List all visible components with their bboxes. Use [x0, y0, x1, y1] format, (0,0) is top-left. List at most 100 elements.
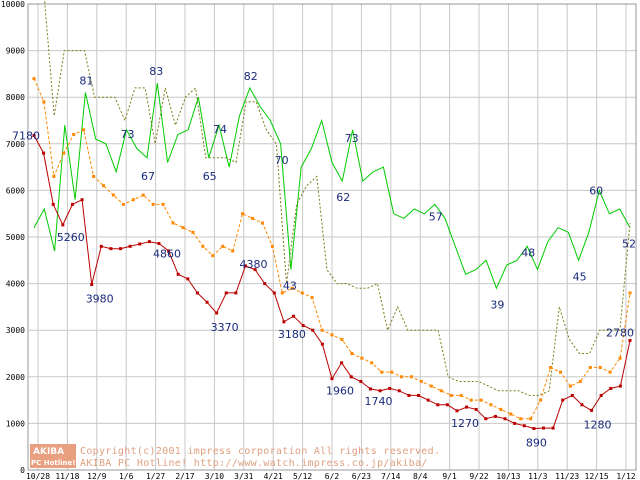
data-label: 70 — [275, 154, 289, 167]
data-label: 7180 — [12, 129, 40, 142]
data-label: 73 — [121, 128, 135, 141]
series-2-marker — [32, 77, 36, 81]
series-2-marker — [330, 333, 334, 337]
series-2-marker — [509, 412, 513, 416]
series-3-marker — [243, 264, 247, 268]
series-2-marker — [469, 398, 473, 402]
series-3-marker — [42, 151, 46, 155]
logo-top-text: AKIBA — [33, 447, 64, 457]
series-3-marker — [340, 361, 344, 365]
series-3-marker — [330, 377, 334, 381]
data-label: 3370 — [211, 321, 239, 334]
series-3-marker — [215, 311, 219, 315]
series-3-marker — [157, 242, 161, 246]
x-tick-label: 10/13 — [496, 472, 520, 480]
y-tick-label: 7000 — [6, 140, 25, 149]
series-2-marker — [111, 193, 115, 197]
series-2-marker — [529, 417, 533, 421]
y-tick-label: 1000 — [6, 419, 25, 428]
series-2-marker — [568, 384, 572, 388]
series-3-marker — [513, 421, 517, 425]
chart-series — [32, 0, 632, 431]
series-3-marker — [580, 403, 584, 407]
series-3-marker — [368, 387, 372, 391]
x-tick-label: 10/28 — [26, 472, 50, 480]
series-3-marker — [205, 300, 209, 304]
x-tick-label: 5/12 — [293, 472, 312, 480]
chart-grid — [28, 3, 636, 471]
data-label: 4380 — [240, 258, 268, 271]
data-label: 65 — [203, 170, 217, 183]
series-3-marker — [119, 247, 123, 251]
series-3-marker — [445, 403, 449, 407]
series-2-marker — [539, 398, 543, 402]
series-2-marker — [459, 393, 463, 397]
series-2-marker — [618, 356, 622, 360]
series-2-marker — [400, 375, 404, 379]
data-label: 83 — [149, 65, 163, 78]
series-3-marker — [359, 379, 363, 383]
series-2-marker — [598, 365, 602, 369]
x-tick-label: 3/31 — [234, 472, 253, 480]
series-3-marker — [282, 320, 286, 324]
series-2-marker — [221, 244, 225, 248]
x-tick-label: 12/15 — [585, 472, 609, 480]
series-3-marker — [503, 417, 507, 421]
series-2-marker — [340, 338, 344, 342]
series-3-marker — [128, 244, 132, 248]
y-tick-label: 10000 — [1, 0, 25, 9]
series-2-marker — [141, 193, 145, 197]
data-label: 62 — [336, 191, 350, 204]
x-tick-label: 11/18 — [55, 472, 79, 480]
series-3-marker — [301, 324, 305, 328]
series-3-marker — [484, 417, 488, 421]
x-tick-label: 1/27 — [146, 472, 165, 480]
y-axis-tick-labels: 0 1000 2000 3000 4000 5000 6000 7000 8000 9000 100… — [1, 0, 25, 475]
series-3-marker — [426, 398, 430, 402]
data-label: 39 — [490, 298, 504, 311]
data-label: 73 — [345, 132, 359, 145]
data-label: 3980 — [86, 293, 114, 306]
x-tick-label: 4/21 — [264, 472, 283, 480]
series-2-marker — [181, 226, 185, 230]
series-2-marker — [549, 365, 553, 369]
chart-data-labels: 7180526039804860337043803180196017401270… — [12, 65, 636, 449]
plot-area-border — [27, 3, 637, 471]
x-tick-label: 6/23 — [352, 472, 371, 480]
series-2-marker — [171, 221, 175, 225]
series-3-marker — [407, 393, 411, 397]
data-label: 1270 — [451, 417, 479, 430]
series-2-marker — [628, 291, 632, 295]
series-3-marker — [234, 291, 238, 295]
x-tick-label: 1/12 — [616, 472, 635, 480]
copyright-text: Copyright(c)2001 impress corporation All… — [80, 446, 440, 457]
series-3-marker — [493, 414, 497, 418]
data-label: 57 — [429, 210, 443, 223]
data-label: 82 — [244, 70, 258, 83]
series-3-marker — [551, 426, 555, 430]
series-3-marker — [570, 393, 574, 397]
series-3-marker — [465, 405, 469, 409]
series-2-marker — [310, 296, 314, 300]
series-2-marker — [92, 174, 96, 178]
akiba-logo: AKIBA PC Hotline! — [30, 444, 76, 468]
series-3-marker — [320, 342, 324, 346]
series-2-marker — [499, 407, 503, 411]
data-label: 67 — [141, 170, 155, 183]
x-tick-label: 11/23 — [555, 472, 579, 480]
series-2-marker — [380, 370, 384, 374]
data-label: 74 — [213, 123, 227, 136]
series-3-marker — [109, 247, 113, 251]
series-3-marker — [224, 291, 228, 295]
series-3-marker — [436, 403, 440, 407]
series-2-marker — [52, 174, 56, 178]
x-tick-label: 1/6 — [119, 472, 134, 480]
series-2-marker — [201, 244, 205, 248]
series-2-marker — [558, 370, 562, 374]
series-3-marker — [590, 408, 594, 412]
series-2-marker — [241, 212, 245, 216]
series-3-marker — [397, 389, 401, 393]
series-3-marker — [272, 291, 276, 295]
series-3-marker — [51, 202, 55, 206]
series-2-marker — [588, 365, 592, 369]
